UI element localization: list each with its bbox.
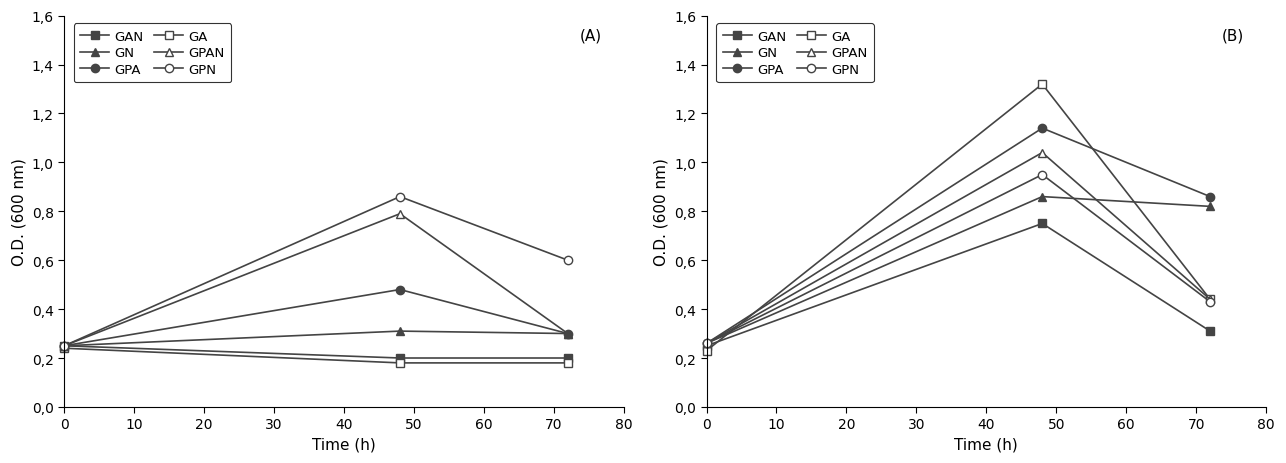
GPAN: [561, 331, 576, 337]
GAN: [392, 356, 408, 361]
GPAN: [1202, 297, 1218, 302]
GAN: [698, 343, 714, 349]
GPA: [392, 287, 408, 293]
GA: [561, 360, 576, 366]
GN: [561, 331, 576, 337]
GAN: [1202, 329, 1218, 334]
Line: GN: GN: [60, 327, 572, 350]
Text: (A): (A): [579, 28, 602, 43]
GPAN: [698, 341, 714, 346]
GPA: [561, 331, 576, 337]
Line: GPAN: GPAN: [60, 210, 572, 350]
GN: [392, 329, 408, 334]
Line: GA: GA: [702, 81, 1214, 355]
GAN: [561, 356, 576, 361]
GPN: [698, 341, 714, 346]
Line: GPA: GPA: [702, 125, 1214, 348]
GPN: [57, 343, 72, 349]
Line: GAN: GAN: [60, 342, 572, 363]
Line: GN: GN: [702, 193, 1214, 348]
X-axis label: Time (h): Time (h): [954, 437, 1019, 452]
GPA: [1034, 126, 1049, 131]
GPAN: [57, 343, 72, 349]
GAN: [57, 343, 72, 349]
GPN: [392, 194, 408, 200]
Legend: GAN, GN, GPA, GA, GPAN, GPN: GAN, GN, GPA, GA, GPAN, GPN: [716, 25, 873, 83]
Line: GPN: GPN: [60, 193, 572, 350]
X-axis label: Time (h): Time (h): [312, 437, 376, 452]
Text: (B): (B): [1222, 28, 1244, 43]
Y-axis label: O.D. (600 nm): O.D. (600 nm): [653, 158, 669, 266]
Line: GPN: GPN: [702, 171, 1214, 348]
GPAN: [392, 212, 408, 217]
Line: GAN: GAN: [702, 220, 1214, 350]
GN: [698, 341, 714, 346]
GPA: [698, 341, 714, 346]
Y-axis label: O.D. (600 nm): O.D. (600 nm): [12, 158, 26, 266]
GAN: [1034, 221, 1049, 227]
GA: [1202, 297, 1218, 302]
GN: [57, 343, 72, 349]
GPA: [57, 343, 72, 349]
GPAN: [1034, 150, 1049, 156]
Line: GPAN: GPAN: [702, 149, 1214, 348]
GPN: [1034, 172, 1049, 178]
GA: [392, 360, 408, 366]
GA: [698, 348, 714, 354]
Line: GPA: GPA: [60, 286, 572, 350]
GN: [1202, 204, 1218, 210]
GPA: [1202, 194, 1218, 200]
GPN: [561, 258, 576, 263]
Legend: GAN, GN, GPA, GA, GPAN, GPN: GAN, GN, GPA, GA, GPAN, GPN: [73, 25, 231, 83]
GA: [1034, 82, 1049, 88]
GN: [1034, 194, 1049, 200]
GPN: [1202, 299, 1218, 305]
Line: GA: GA: [60, 344, 572, 367]
GA: [57, 346, 72, 351]
